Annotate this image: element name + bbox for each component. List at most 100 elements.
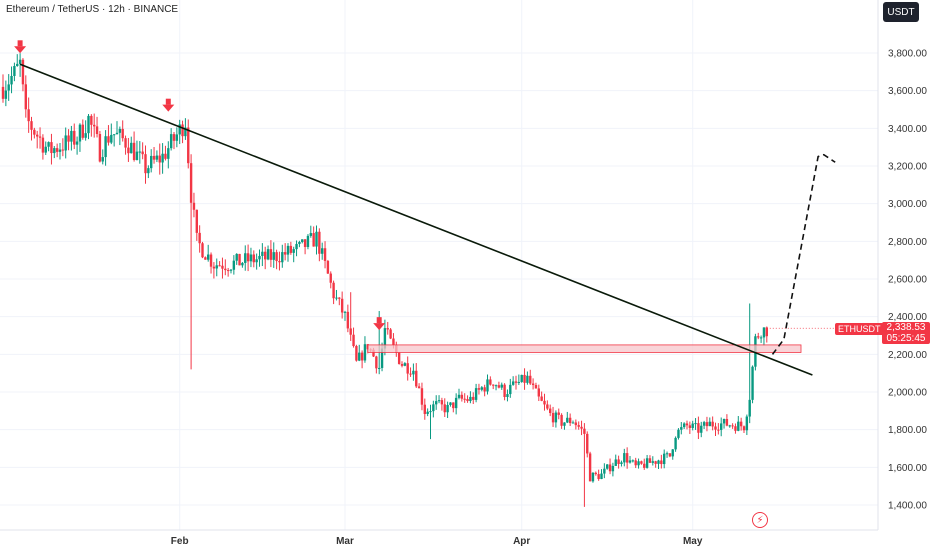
candle-body xyxy=(187,127,190,164)
grid xyxy=(0,0,878,530)
candle-body xyxy=(147,168,150,174)
candle-body xyxy=(591,472,595,482)
candle-body xyxy=(620,462,623,464)
currency-button[interactable]: USDT xyxy=(883,2,919,22)
candle-body xyxy=(734,426,737,431)
candle-body xyxy=(423,404,426,414)
candle-body xyxy=(597,474,600,480)
candle-body xyxy=(432,404,435,412)
candle-body xyxy=(640,461,643,464)
candle-body xyxy=(215,265,218,269)
candle-body xyxy=(101,157,104,162)
arrow-down-icon-stem xyxy=(17,40,23,47)
candle-body xyxy=(454,397,458,409)
candle-body xyxy=(657,460,660,464)
candle-body xyxy=(531,383,535,386)
candle-body xyxy=(537,388,540,397)
candle-body xyxy=(651,461,654,463)
candle-body xyxy=(164,153,167,159)
candle-body xyxy=(201,243,204,258)
candle-body xyxy=(625,453,629,463)
candle-body xyxy=(594,472,597,475)
candle-body xyxy=(420,388,424,405)
candle-body xyxy=(98,133,102,162)
candle-body xyxy=(332,282,335,299)
candle-body xyxy=(600,473,603,480)
candle-body xyxy=(306,235,310,247)
last-price-tag: 2,338.53 05:25:45 xyxy=(882,322,930,344)
candle-body xyxy=(665,453,669,455)
bar-countdown: 05:25:45 xyxy=(886,333,926,344)
candle-body xyxy=(181,124,184,137)
candle-body xyxy=(540,396,543,401)
price-tick-label: 1,600.00 xyxy=(888,463,927,474)
candle-body xyxy=(141,151,144,155)
candle-body xyxy=(50,142,53,154)
candle-body xyxy=(757,336,760,338)
candle-body xyxy=(326,260,330,274)
candle-body xyxy=(554,412,558,423)
candle-body xyxy=(112,134,116,136)
candle-body xyxy=(283,252,287,255)
candle-body xyxy=(258,255,261,260)
candle-body xyxy=(81,124,84,138)
candle-body xyxy=(580,426,583,429)
candle-body xyxy=(264,251,267,260)
candle-body xyxy=(614,459,617,466)
candle-body xyxy=(378,367,381,369)
candle-body xyxy=(737,421,740,431)
candle-body xyxy=(70,130,73,142)
candle-body xyxy=(452,402,455,409)
price-tick-label: 1,400.00 xyxy=(888,501,927,512)
drawings[interactable] xyxy=(14,40,878,376)
candle-body xyxy=(731,425,734,427)
candle-body xyxy=(700,425,703,433)
candle-body xyxy=(406,363,409,374)
candle-body xyxy=(725,418,729,426)
candle-body xyxy=(429,411,432,413)
time-tick-label: Mar xyxy=(336,536,354,547)
candle-body xyxy=(677,429,680,438)
candle-body xyxy=(392,338,395,345)
price-tick-label: 3,400.00 xyxy=(888,124,927,135)
candle-body xyxy=(543,400,546,405)
candle-body xyxy=(446,404,449,413)
candle-body xyxy=(298,242,301,244)
candle-body xyxy=(321,248,324,254)
candle-body xyxy=(739,421,743,427)
candle-body xyxy=(41,137,45,153)
candle-body xyxy=(546,404,549,409)
lightning-alert-icon[interactable]: ⚡ xyxy=(752,512,768,528)
candle-body xyxy=(189,163,193,203)
candle-body xyxy=(680,427,683,430)
candle-body xyxy=(717,429,720,431)
candle-body xyxy=(352,334,355,347)
candle-body xyxy=(697,423,700,433)
candle-body xyxy=(61,149,65,151)
candle-body xyxy=(355,346,358,361)
candle-body xyxy=(571,422,575,424)
price-axis[interactable]: 1,400.00 1,600.00 1,800.00 2,000.00 2,200.00… xyxy=(888,49,927,512)
arrow-down-icon-head xyxy=(373,323,386,331)
candle-body xyxy=(84,133,87,138)
resistance-zone xyxy=(367,344,802,353)
candle-body xyxy=(286,245,290,255)
price-tick-label: 3,200.00 xyxy=(888,162,927,173)
candle-body xyxy=(586,433,589,454)
candle-body xyxy=(75,141,79,145)
candle-body xyxy=(494,385,498,387)
candle-body xyxy=(315,231,318,247)
candle-body xyxy=(67,135,70,142)
candle-body xyxy=(138,151,141,153)
time-axis[interactable]: Feb Mar Apr May xyxy=(171,536,703,547)
candle-body xyxy=(303,239,307,247)
candle-body xyxy=(503,384,506,397)
candle-body xyxy=(38,136,42,138)
candle-body xyxy=(184,127,187,137)
candle-body xyxy=(338,297,341,299)
candle-body xyxy=(711,421,714,427)
candle-body xyxy=(346,311,350,329)
candle-body xyxy=(47,142,50,147)
